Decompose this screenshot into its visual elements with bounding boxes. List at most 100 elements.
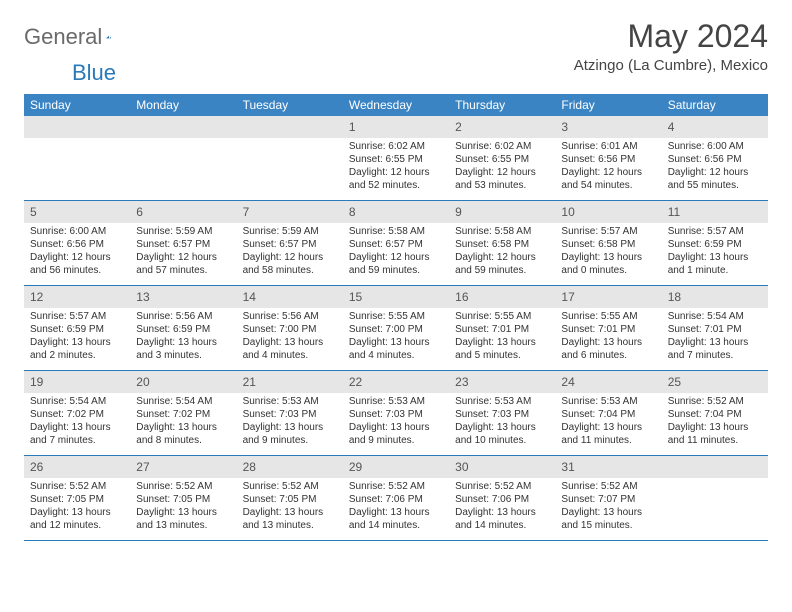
day-cell: 1Sunrise: 6:02 AMSunset: 6:55 PMDaylight… (343, 116, 449, 200)
sunrise-line: Sunrise: 5:58 AM (455, 225, 549, 238)
sunrise-line: Sunrise: 5:54 AM (30, 395, 124, 408)
daylight-line: Daylight: 13 hours and 11 minutes. (668, 421, 762, 447)
weekday-header-row: SundayMondayTuesdayWednesdayThursdayFrid… (24, 94, 768, 116)
day-number-row: 18 (662, 286, 768, 308)
day-number-row: 8 (343, 201, 449, 223)
day-cell: 8Sunrise: 5:58 AMSunset: 6:57 PMDaylight… (343, 201, 449, 285)
sunset-line: Sunset: 7:05 PM (30, 493, 124, 506)
day-cell: . (662, 456, 768, 540)
day-cell: 7Sunrise: 5:59 AMSunset: 6:57 PMDaylight… (237, 201, 343, 285)
day-number: 23 (455, 375, 468, 389)
sunset-line: Sunset: 7:01 PM (561, 323, 655, 336)
logo-triangle-icon (106, 28, 111, 46)
daylight-line: Daylight: 13 hours and 13 minutes. (243, 506, 337, 532)
daylight-line: Daylight: 13 hours and 7 minutes. (668, 336, 762, 362)
day-number: 19 (30, 375, 43, 389)
day-number-row: 30 (449, 456, 555, 478)
day-number-row: 11 (662, 201, 768, 223)
day-cell: 10Sunrise: 5:57 AMSunset: 6:58 PMDayligh… (555, 201, 661, 285)
sunset-line: Sunset: 7:03 PM (455, 408, 549, 421)
sunrise-line: Sunrise: 5:52 AM (455, 480, 549, 493)
day-number: 11 (668, 205, 680, 219)
day-body: Sunrise: 5:57 AMSunset: 6:59 PMDaylight:… (24, 308, 130, 366)
day-body: Sunrise: 5:53 AMSunset: 7:03 PMDaylight:… (343, 393, 449, 451)
daylight-line: Daylight: 13 hours and 2 minutes. (30, 336, 124, 362)
day-cell: 15Sunrise: 5:55 AMSunset: 7:00 PMDayligh… (343, 286, 449, 370)
sunset-line: Sunset: 7:02 PM (30, 408, 124, 421)
day-cell: 2Sunrise: 6:02 AMSunset: 6:55 PMDaylight… (449, 116, 555, 200)
day-body: Sunrise: 5:52 AMSunset: 7:05 PMDaylight:… (237, 478, 343, 536)
day-number: 10 (561, 205, 574, 219)
day-cell: 28Sunrise: 5:52 AMSunset: 7:05 PMDayligh… (237, 456, 343, 540)
sunset-line: Sunset: 7:02 PM (136, 408, 230, 421)
day-cell: 9Sunrise: 5:58 AMSunset: 6:58 PMDaylight… (449, 201, 555, 285)
title-block: May 2024 Atzingo (La Cumbre), Mexico (574, 18, 768, 74)
day-number: 30 (455, 460, 468, 474)
sunrise-line: Sunrise: 5:54 AM (668, 310, 762, 323)
day-body: Sunrise: 5:56 AMSunset: 7:00 PMDaylight:… (237, 308, 343, 366)
day-number-row: 10 (555, 201, 661, 223)
day-body: Sunrise: 5:54 AMSunset: 7:02 PMDaylight:… (24, 393, 130, 451)
day-number: 29 (349, 460, 362, 474)
day-number-row: 9 (449, 201, 555, 223)
day-body: Sunrise: 5:53 AMSunset: 7:03 PMDaylight:… (237, 393, 343, 451)
daylight-line: Daylight: 12 hours and 56 minutes. (30, 251, 124, 277)
daylight-line: Daylight: 13 hours and 4 minutes. (243, 336, 337, 362)
sunrise-line: Sunrise: 6:02 AM (349, 140, 443, 153)
day-body: Sunrise: 6:00 AMSunset: 6:56 PMDaylight:… (662, 138, 768, 196)
day-cell: 14Sunrise: 5:56 AMSunset: 7:00 PMDayligh… (237, 286, 343, 370)
daylight-line: Daylight: 12 hours and 54 minutes. (561, 166, 655, 192)
daylight-line: Daylight: 13 hours and 4 minutes. (349, 336, 443, 362)
sunrise-line: Sunrise: 5:55 AM (455, 310, 549, 323)
day-cell: 31Sunrise: 5:52 AMSunset: 7:07 PMDayligh… (555, 456, 661, 540)
day-cell: 21Sunrise: 5:53 AMSunset: 7:03 PMDayligh… (237, 371, 343, 455)
day-body: Sunrise: 5:57 AMSunset: 6:59 PMDaylight:… (662, 223, 768, 281)
day-number: 5 (30, 205, 37, 219)
day-number-row: 25 (662, 371, 768, 393)
sunset-line: Sunset: 7:04 PM (561, 408, 655, 421)
day-cell: 12 Sunrise: 5:57 AMSunset: 6:59 PMDayligh… (24, 286, 130, 370)
sunrise-line: Sunrise: 5:53 AM (243, 395, 337, 408)
day-body: Sunrise: 5:53 AMSunset: 7:03 PMDaylight:… (449, 393, 555, 451)
day-number-row: 19 (24, 371, 130, 393)
day-body: Sunrise: 5:54 AMSunset: 7:02 PMDaylight:… (130, 393, 236, 451)
week-row: 12 Sunrise: 5:57 AMSunset: 6:59 PMDayligh… (24, 286, 768, 371)
day-number-row: 13 (130, 286, 236, 308)
daylight-line: Daylight: 13 hours and 9 minutes. (243, 421, 337, 447)
sunrise-line: Sunrise: 5:52 AM (136, 480, 230, 493)
sunset-line: Sunset: 7:06 PM (349, 493, 443, 506)
day-number-row: . (130, 116, 236, 138)
sunset-line: Sunset: 7:03 PM (349, 408, 443, 421)
day-cell: 5Sunrise: 6:00 AMSunset: 6:56 PMDaylight… (24, 201, 130, 285)
day-body: Sunrise: 6:01 AMSunset: 6:56 PMDaylight:… (555, 138, 661, 196)
day-body: Sunrise: 5:52 AMSunset: 7:06 PMDaylight:… (343, 478, 449, 536)
daylight-line: Daylight: 13 hours and 7 minutes. (30, 421, 124, 447)
day-cell: 4Sunrise: 6:00 AMSunset: 6:56 PMDaylight… (662, 116, 768, 200)
day-cell: 23 Sunrise: 5:53 AMSunset: 7:03 PMDayligh… (449, 371, 555, 455)
sunset-line: Sunset: 7:00 PM (349, 323, 443, 336)
daylight-line: Daylight: 13 hours and 5 minutes. (455, 336, 549, 362)
sunrise-line: Sunrise: 5:52 AM (668, 395, 762, 408)
sunrise-line: Sunrise: 5:56 AM (243, 310, 337, 323)
day-number: 27 (136, 460, 149, 474)
sunrise-line: Sunrise: 6:02 AM (455, 140, 549, 153)
day-number: 6 (136, 205, 143, 219)
day-number: 13 (136, 290, 149, 304)
daylight-line: Daylight: 12 hours and 55 minutes. (668, 166, 762, 192)
daylight-line: Daylight: 13 hours and 13 minutes. (136, 506, 230, 532)
day-number-row: 23 (449, 371, 555, 393)
day-cell: 3Sunrise: 6:01 AMSunset: 6:56 PMDaylight… (555, 116, 661, 200)
day-cell: 11 Sunrise: 5:57 AMSunset: 6:59 PMDayligh… (662, 201, 768, 285)
daylight-line: Daylight: 13 hours and 3 minutes. (136, 336, 230, 362)
sunrise-line: Sunrise: 5:56 AM (136, 310, 230, 323)
day-cell: . (24, 116, 130, 200)
weekday-header: Friday (555, 94, 661, 116)
day-cell: 16Sunrise: 5:55 AMSunset: 7:01 PMDayligh… (449, 286, 555, 370)
daylight-line: Daylight: 13 hours and 8 minutes. (136, 421, 230, 447)
day-cell: 25 Sunrise: 5:52 AMSunset: 7:04 PMDayligh… (662, 371, 768, 455)
day-body: Sunrise: 5:55 AMSunset: 7:01 PMDaylight:… (449, 308, 555, 366)
day-cell: 29 Sunrise: 5:52 AMSunset: 7:06 PMDayligh… (343, 456, 449, 540)
day-number: 24 (561, 375, 574, 389)
day-number: 12 (30, 290, 43, 304)
sunset-line: Sunset: 7:04 PM (668, 408, 762, 421)
